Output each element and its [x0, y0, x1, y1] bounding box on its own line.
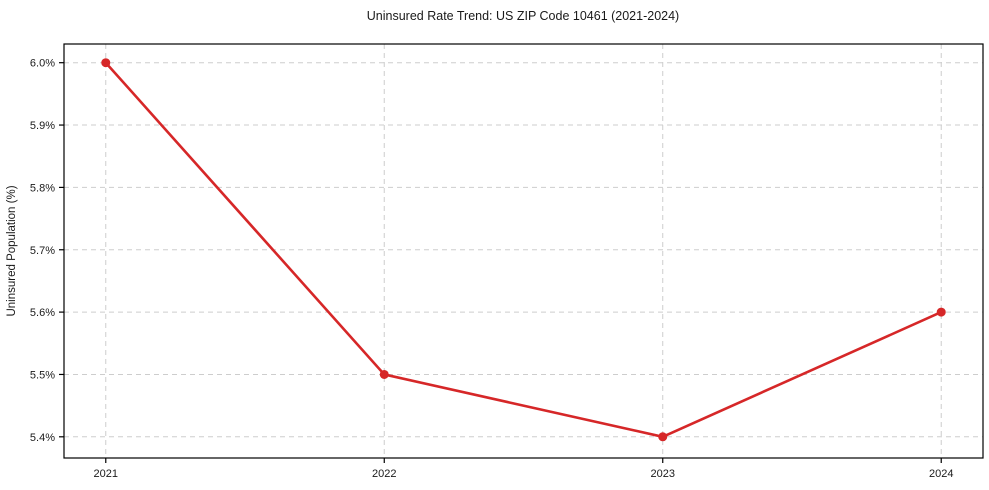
- data-point-marker: [101, 58, 111, 68]
- y-tick-label: 5.8%: [30, 182, 55, 194]
- y-tick-label: 5.7%: [30, 245, 55, 257]
- plot-border: [63, 43, 984, 459]
- x-tick-label: 2024: [929, 468, 953, 480]
- x-tick-label: 2023: [651, 468, 675, 480]
- data-point-marker: [658, 432, 668, 442]
- trend-line: [104, 61, 943, 439]
- data-point-marker: [936, 307, 946, 317]
- y-axis-label: Uninsured Population (%): [6, 185, 18, 316]
- y-tick-label: 6.0%: [30, 58, 55, 70]
- y-tick-label: 5.6%: [30, 307, 55, 319]
- chart-render-layer: 5.4% 5.5% 5.6% 5.7% 5.8% 5.9% 6.0% 2021 2022 2023…: [30, 43, 984, 480]
- y-tick-label: 5.4%: [30, 432, 55, 444]
- x-tick-label: 2022: [372, 468, 396, 480]
- y-tick-label: 5.9%: [30, 120, 55, 132]
- y-tick-label: 5.5%: [30, 369, 55, 381]
- x-tick-label: 2021: [94, 468, 118, 480]
- data-point-marker: [379, 369, 389, 379]
- chart-title: Uninsured Rate Trend: US ZIP Code 10461 …: [367, 9, 679, 23]
